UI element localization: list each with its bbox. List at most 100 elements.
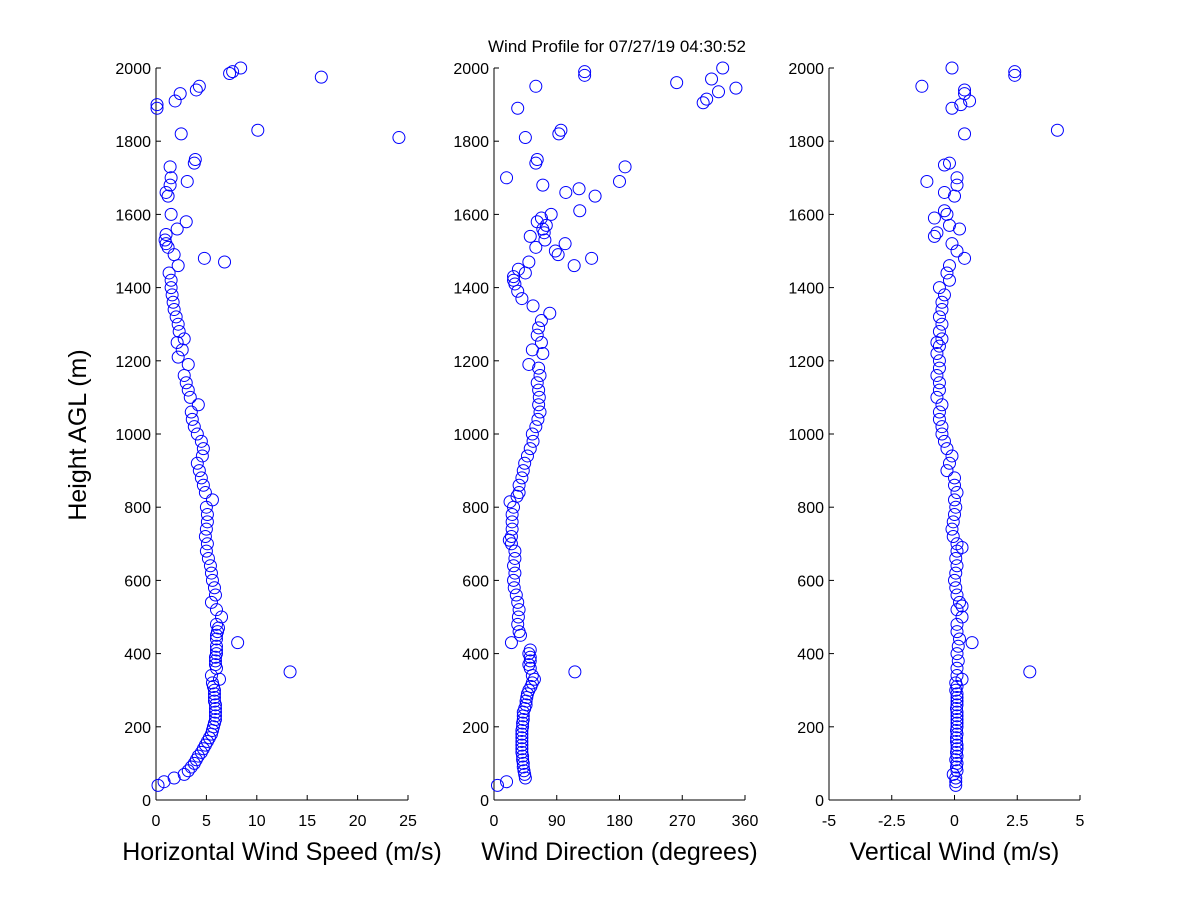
data-point — [512, 625, 526, 639]
data-point — [209, 639, 223, 653]
data-point — [1050, 123, 1064, 137]
data-point — [504, 537, 518, 551]
data-point — [209, 617, 223, 631]
data-point — [518, 131, 532, 145]
x-tick-label: -5 — [822, 813, 836, 830]
data-point — [945, 522, 959, 536]
data-point — [543, 306, 557, 320]
y-tick-label: 1000 — [115, 427, 151, 444]
y-tick-label: 800 — [797, 500, 824, 517]
data-point — [536, 178, 550, 192]
data-point — [167, 303, 181, 317]
data-point — [511, 595, 525, 609]
data-point — [205, 573, 219, 587]
data-point — [161, 240, 175, 254]
data-point — [950, 694, 964, 708]
data-point — [209, 603, 223, 617]
data-point — [204, 595, 218, 609]
data-point — [196, 442, 210, 456]
data-point — [930, 346, 944, 360]
data-point — [523, 229, 537, 243]
data-point — [937, 204, 951, 218]
data-point — [950, 178, 964, 192]
data-point — [530, 153, 544, 166]
data-point — [950, 647, 964, 661]
data-point — [940, 207, 954, 221]
data-point — [167, 771, 181, 785]
data-point — [194, 471, 208, 485]
data-point — [937, 434, 951, 448]
data-point — [1008, 68, 1022, 82]
data-point — [937, 158, 951, 172]
data-point — [171, 350, 185, 364]
data-point — [208, 588, 222, 602]
data-point — [164, 281, 178, 295]
data-point — [948, 493, 961, 507]
data-point — [525, 676, 539, 690]
y-tick-label: 1800 — [453, 134, 489, 151]
data-point — [516, 712, 530, 726]
data-point — [208, 712, 222, 726]
data-point — [507, 270, 521, 284]
data-point — [613, 174, 626, 188]
data-point — [559, 185, 573, 199]
data-point — [215, 610, 229, 624]
data-point — [700, 92, 714, 106]
y-tick-label: 800 — [462, 500, 489, 517]
data-point — [515, 731, 529, 745]
data-point — [516, 753, 530, 767]
data-point — [515, 742, 529, 756]
data-point — [512, 486, 526, 500]
data-point — [164, 273, 178, 287]
data-point — [551, 248, 565, 262]
x-axis-label: Wind Direction (degrees) — [481, 838, 758, 866]
data-point — [532, 361, 546, 375]
data-point — [558, 237, 572, 251]
data-point — [184, 760, 198, 774]
data-point — [950, 486, 964, 500]
data-point — [194, 434, 208, 448]
data-point — [729, 81, 743, 95]
data-point — [670, 76, 684, 90]
data-point — [162, 266, 176, 280]
data-point — [950, 712, 964, 726]
data-point — [950, 625, 964, 639]
data-point — [963, 94, 977, 108]
data-point — [190, 427, 204, 441]
data-point — [950, 691, 964, 705]
panel-horizontal-speed: 0 200 400 600 800 1000 1200 1400 1600 1800 2000 0 5 1… — [115, 61, 441, 866]
data-point — [705, 72, 719, 86]
data-point — [920, 174, 934, 188]
data-point — [192, 79, 206, 93]
data-point — [1023, 665, 1037, 679]
data-point — [198, 529, 212, 543]
data-point — [932, 376, 946, 390]
x-tick-label: 15 — [298, 813, 316, 830]
data-point — [177, 767, 191, 781]
y-tick-label: 1600 — [115, 207, 151, 224]
data-point — [935, 295, 949, 309]
data-point — [523, 643, 537, 657]
data-point — [167, 248, 181, 262]
y-tick-label: 1600 — [788, 207, 824, 224]
x-tick-label: 0 — [152, 813, 161, 830]
data-point — [283, 665, 297, 679]
data-point — [526, 434, 540, 448]
data-point — [226, 65, 240, 79]
data-point — [533, 368, 547, 382]
y-tick-label: 1000 — [788, 427, 824, 444]
data-point — [953, 632, 967, 646]
data-point — [525, 427, 539, 441]
data-point — [942, 218, 956, 232]
data-point — [942, 456, 956, 470]
data-point — [950, 727, 964, 741]
data-point — [515, 734, 529, 748]
data-point — [231, 636, 245, 650]
data-point — [171, 317, 185, 331]
panel-vertical-wind: 0 200 400 600 800 1000 1200 1400 1600 1800 2000 -5 -… — [788, 61, 1084, 866]
data-point — [935, 427, 949, 441]
x-axis-label: Horizontal Wind Speed (m/s) — [122, 838, 442, 866]
data-point — [198, 486, 212, 500]
